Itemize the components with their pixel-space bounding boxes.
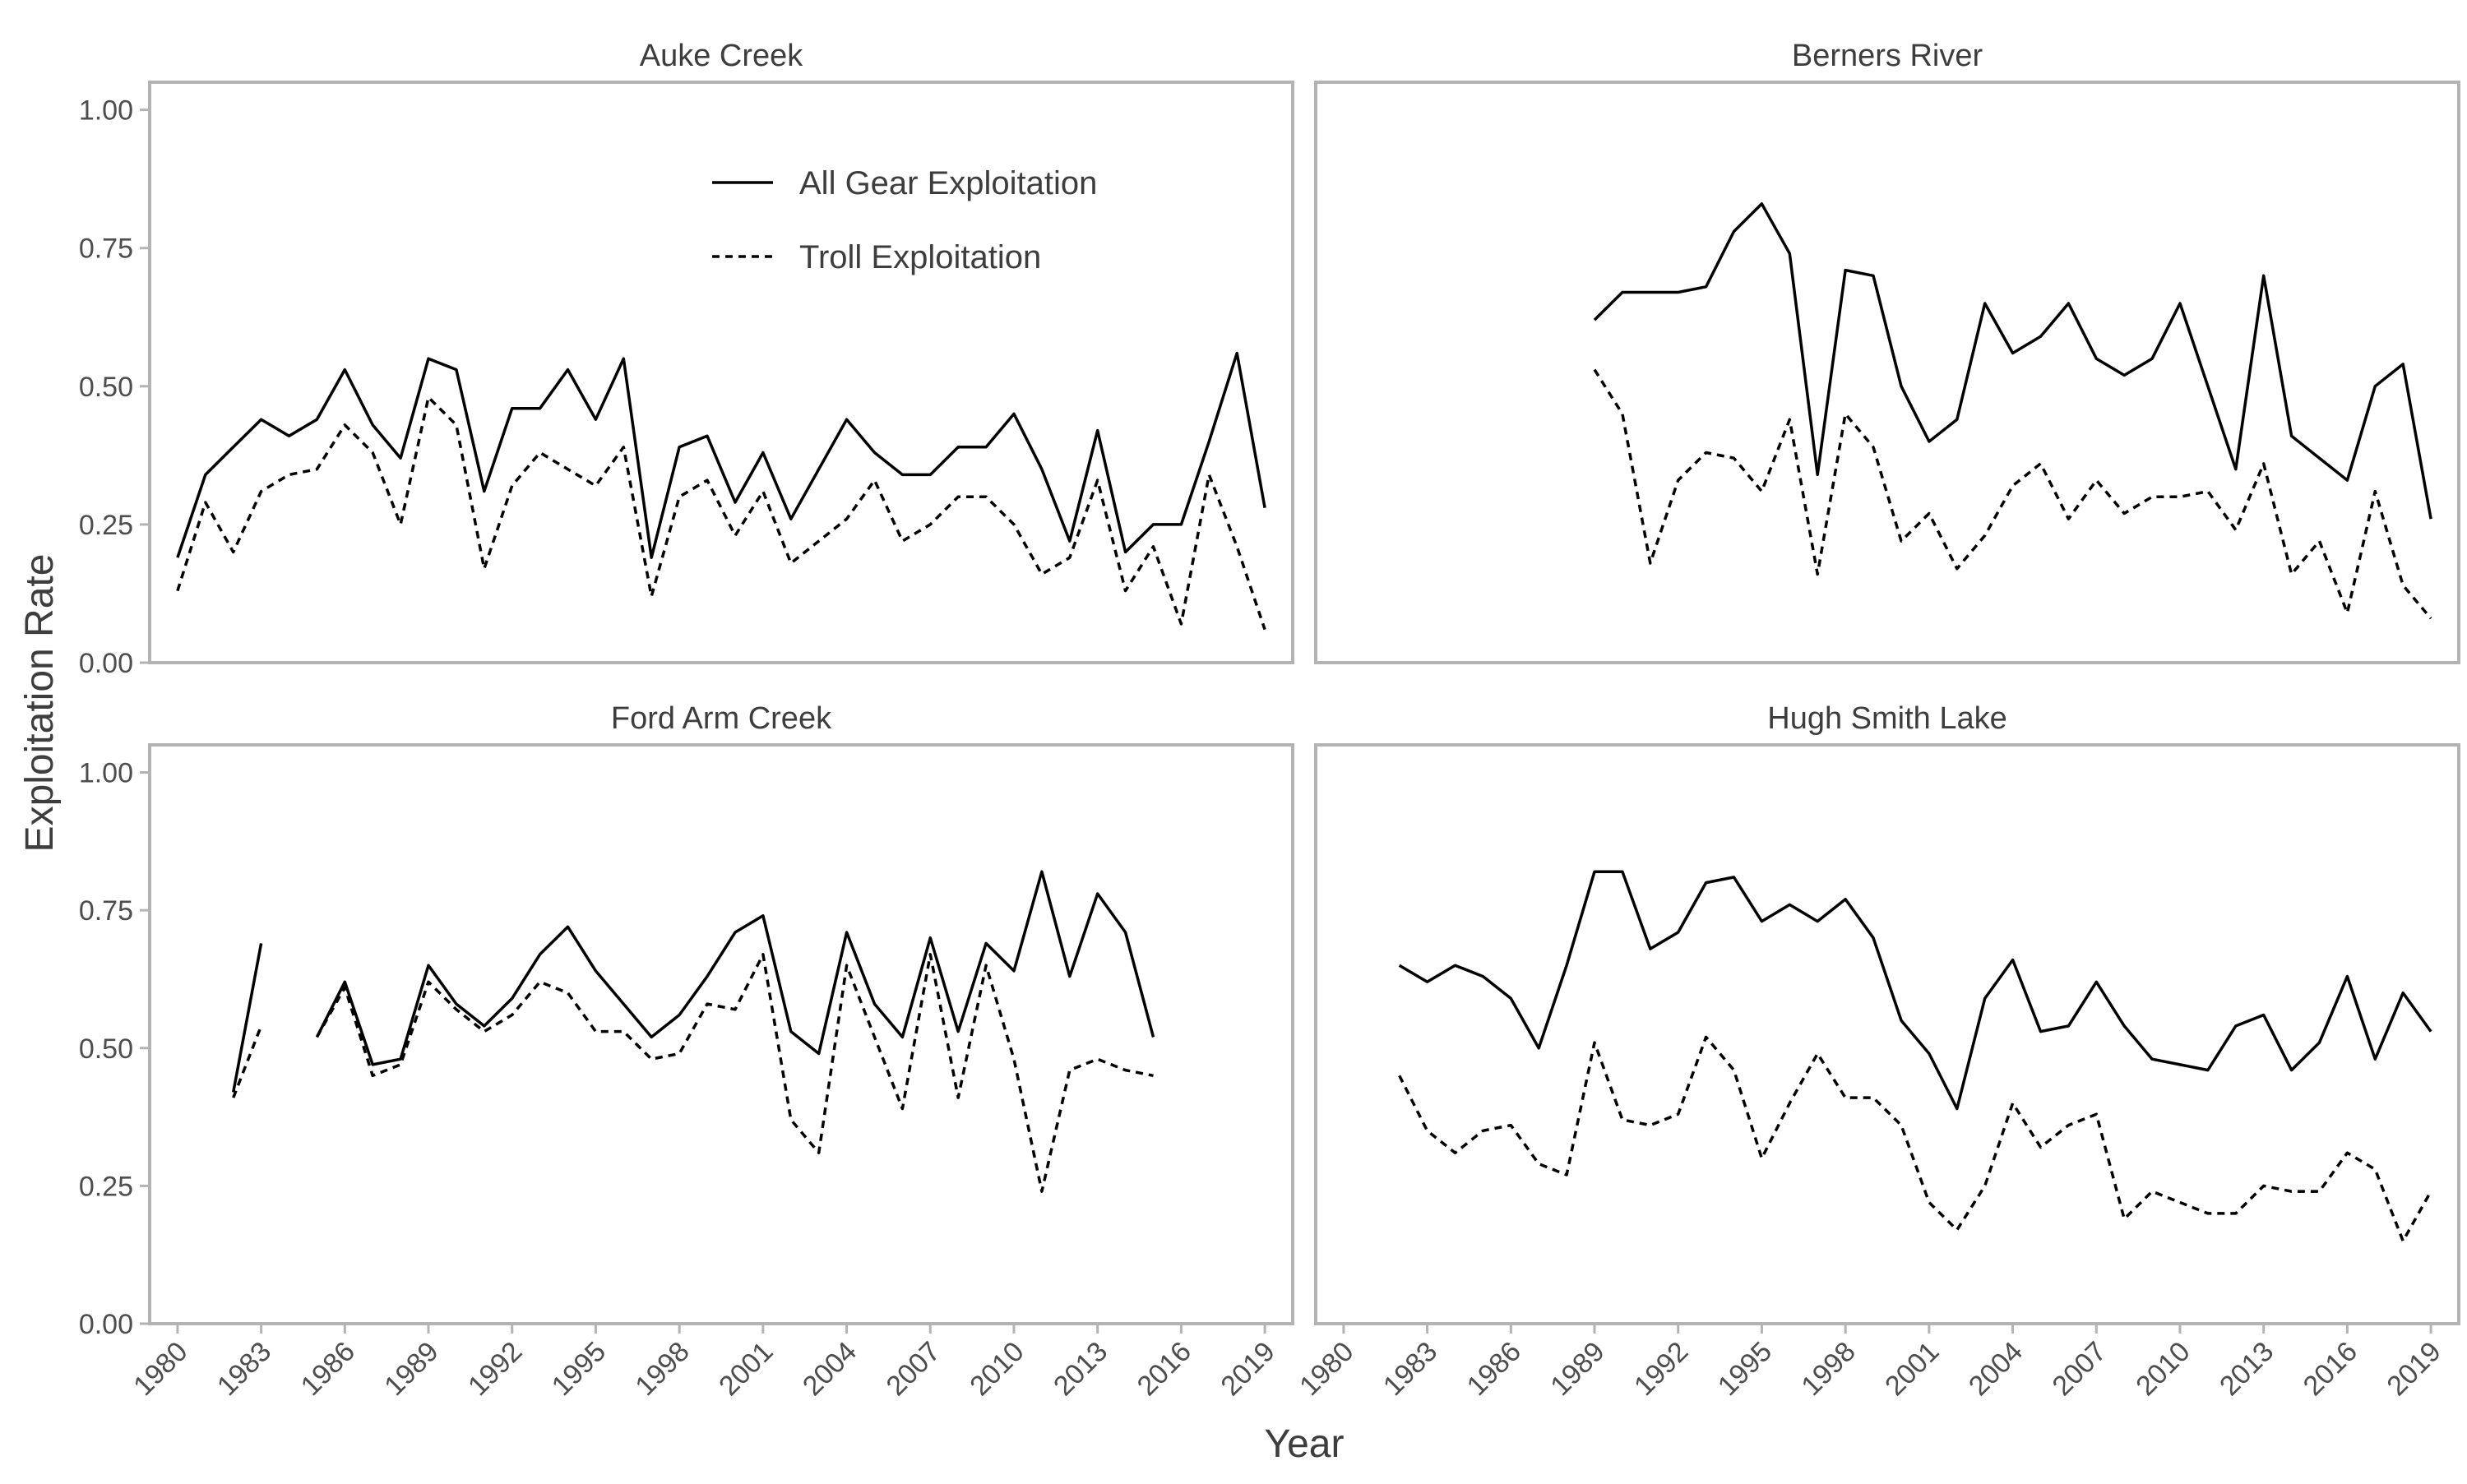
legend-label: Troll Exploitation xyxy=(799,239,1041,275)
x-tick-label: 1983 xyxy=(211,1336,277,1402)
x-tick-label: 1986 xyxy=(295,1336,361,1402)
series-line-all-gear-hugh-smith-lake xyxy=(1398,870,2432,1111)
x-tick-label: 2016 xyxy=(1132,1336,1197,1402)
panel-frame-berners-river xyxy=(1314,81,2460,664)
x-tick-label: 1989 xyxy=(1544,1336,1610,1402)
x-tick-label: 2019 xyxy=(1215,1336,1280,1402)
y-tick-label: 0.25 xyxy=(79,510,133,541)
x-tick-label: 2010 xyxy=(2130,1336,2196,1402)
series-line-troll-hugh-smith-lake xyxy=(1398,1035,2432,1243)
x-tick-label: 1983 xyxy=(1377,1336,1443,1402)
x-tick-label: 2013 xyxy=(1048,1336,1113,1402)
y-tick-label: 0.00 xyxy=(79,1309,133,1340)
legend-label: All Gear Exploitation xyxy=(799,165,1097,201)
x-tick-label: 1986 xyxy=(1461,1336,1527,1402)
x-tick-label: 1992 xyxy=(462,1336,528,1402)
x-tick-label: 1980 xyxy=(127,1336,193,1402)
panel-title-berners-river: Berners River xyxy=(1792,39,1983,73)
x-tick-label: 1995 xyxy=(1712,1336,1778,1402)
series-line-troll-auke-creek xyxy=(176,395,1266,631)
x-tick-label: 1998 xyxy=(629,1336,695,1402)
x-tick-label: 2001 xyxy=(713,1336,779,1402)
x-tick-label: 2016 xyxy=(2298,1336,2363,1402)
series-line-troll-berners-river xyxy=(1593,368,2432,620)
panel-title-hugh-smith-lake: Hugh Smith Lake xyxy=(1767,701,2007,736)
y-tick-label: 0.75 xyxy=(79,233,133,265)
y-axis-title: Exploitation Rate xyxy=(18,554,62,853)
panel-title-ford-arm-creek: Ford Arm Creek xyxy=(611,701,832,736)
x-tick-label: 1992 xyxy=(1628,1336,1694,1402)
y-tick-label: 0.25 xyxy=(79,1171,133,1202)
x-tick-label: 2004 xyxy=(797,1336,863,1402)
y-tick-label: 0.50 xyxy=(79,372,133,403)
panel-title-auke-creek: Auke Creek xyxy=(640,39,804,73)
x-tick-label: 1980 xyxy=(1294,1336,1359,1402)
y-tick-label: 1.00 xyxy=(79,758,133,789)
series-line-all-gear-ford-arm-creek xyxy=(231,870,1155,1093)
x-tick-label: 2004 xyxy=(1963,1336,2029,1402)
x-tick-label: 2019 xyxy=(2381,1336,2446,1402)
x-tick-label: 1989 xyxy=(378,1336,444,1402)
panel-frame-hugh-smith-lake xyxy=(1314,743,2460,1325)
series-line-all-gear-auke-creek xyxy=(176,351,1266,559)
y-tick-label: 1.00 xyxy=(79,95,133,127)
x-tick-label: 2007 xyxy=(881,1336,947,1402)
x-tick-label: 2007 xyxy=(2047,1336,2113,1402)
series-line-all-gear-berners-river xyxy=(1593,202,2432,520)
panel-frame-ford-arm-creek xyxy=(148,743,1294,1325)
y-tick-label: 0.50 xyxy=(79,1033,133,1065)
y-tick-label: 0.75 xyxy=(79,895,133,927)
panel-frame-auke-creek xyxy=(148,81,1294,664)
x-tick-label: 1995 xyxy=(546,1336,612,1402)
y-tick-label: 0.00 xyxy=(79,648,133,679)
x-tick-label: 2010 xyxy=(964,1336,1030,1402)
x-axis-title: Year xyxy=(1265,1422,1345,1466)
x-tick-label: 2001 xyxy=(1879,1336,1945,1402)
x-tick-label: 1998 xyxy=(1795,1336,1861,1402)
x-tick-label: 2013 xyxy=(2214,1336,2280,1402)
series-line-troll-ford-arm-creek xyxy=(232,953,1154,1193)
